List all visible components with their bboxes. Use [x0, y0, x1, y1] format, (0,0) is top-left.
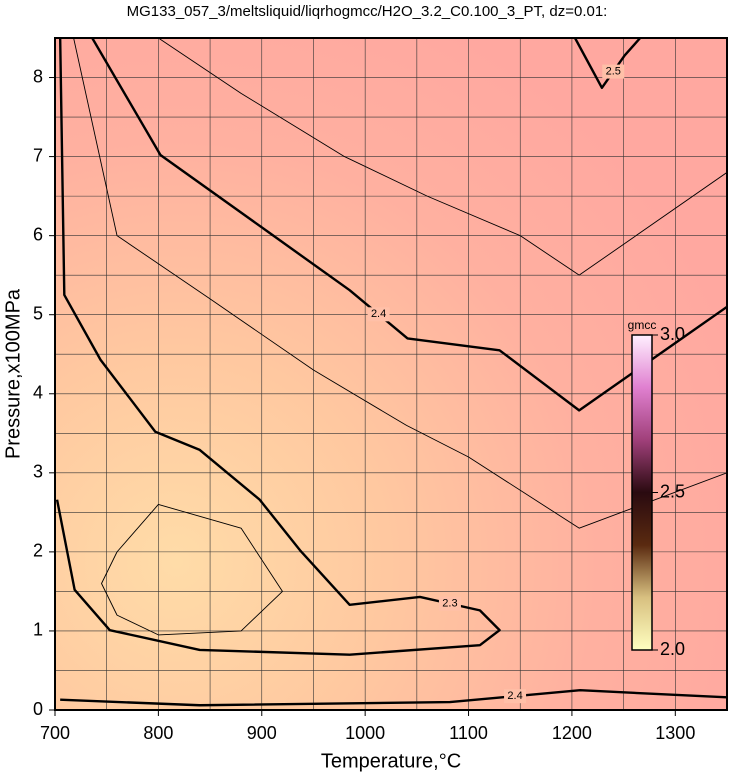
y-tick-label: 7: [33, 145, 43, 165]
colorbar: [631, 334, 653, 651]
contour-line: [158, 38, 727, 276]
x-tick-label: 1000: [345, 723, 385, 743]
y-axis-title: Pressure,x100MPa: [2, 288, 24, 459]
contour-line: [60, 689, 727, 707]
colorbar-tick-label: 3.0: [660, 324, 685, 344]
contour-line: [101, 503, 283, 636]
x-tick-label: 1300: [655, 723, 695, 743]
x-tick-label: 900: [247, 723, 277, 743]
contour-line: [73, 38, 727, 529]
contour-label: 2.4: [371, 308, 386, 320]
x-tick-label: 1200: [552, 723, 592, 743]
chart-title: MG133_057_3/meltsliquid/liqrhogmcc/H2O_3…: [127, 3, 608, 20]
plot-frame: [54, 37, 728, 711]
y-tick-label: 4: [33, 383, 43, 403]
x-axis-title: Temperature,°C: [321, 750, 461, 772]
plot-background: [55, 38, 727, 710]
y-tick-label: 8: [33, 66, 43, 86]
contour-label: 2.3: [442, 598, 457, 610]
y-tick-label: 5: [33, 303, 43, 323]
x-tick-label: 800: [143, 723, 173, 743]
contour-line: [55, 38, 501, 656]
contour-label: 2.5: [606, 66, 621, 78]
colorbar-label: gmcc: [628, 318, 657, 332]
y-tick-label: 3: [33, 462, 43, 482]
colorbar-tick-label: 2.0: [660, 639, 685, 659]
x-tick-label: 1100: [449, 723, 488, 743]
y-tick-label: 2: [33, 541, 43, 561]
y-tick-label: 0: [33, 699, 43, 719]
y-tick-label: 6: [33, 224, 43, 244]
x-tick-label: 700: [40, 723, 70, 743]
contour-label: 2.4: [507, 690, 522, 702]
colorbar-tick-label: 2.5: [660, 481, 685, 501]
y-tick-label: 1: [33, 620, 43, 640]
